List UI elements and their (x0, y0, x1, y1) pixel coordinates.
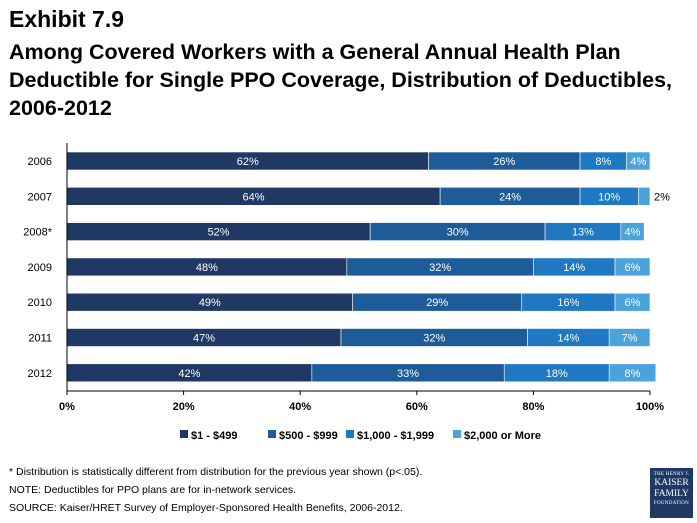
x-tick-label: 100% (636, 401, 664, 413)
kff-logo: THE HENRY J. KAISER FAMILY FOUNDATION (650, 468, 693, 518)
category-label: 2007 (28, 191, 52, 203)
data-label: 29% (426, 297, 448, 309)
data-label: 6% (625, 262, 641, 274)
data-label: 24% (499, 191, 521, 203)
data-label: 49% (199, 297, 221, 309)
data-label: 18% (546, 368, 568, 380)
category-label: 2009 (28, 262, 52, 274)
bar-segment (614, 292, 651, 312)
data-label: 10% (598, 191, 620, 203)
footnote-source: SOURCE: Kaiser/HRET Survey of Employer-S… (9, 502, 403, 514)
data-label: 48% (196, 262, 218, 274)
footnote-significance: * Distribution is statistically differen… (9, 466, 423, 478)
footnote-note: NOTE: Deductibles for PPO plans are for … (9, 484, 297, 496)
legend-swatch (180, 430, 188, 438)
bar-segment (620, 222, 645, 241)
data-label: 14% (557, 333, 579, 345)
bar-segment (626, 151, 651, 171)
legend-label: $1 - $499 (191, 430, 237, 442)
data-label: 32% (423, 333, 445, 345)
data-label: 26% (493, 156, 515, 168)
data-label: 64% (243, 191, 265, 203)
category-label: 2008* (23, 227, 52, 239)
data-label: 4% (625, 227, 641, 239)
data-label: 16% (557, 297, 579, 309)
x-tick-label: 0% (59, 401, 75, 413)
data-label: 52% (208, 227, 230, 239)
data-label: 62% (237, 156, 259, 168)
legend-label: $1,000 - $1,999 (357, 430, 434, 442)
legend-label: $2,000 or More (464, 430, 541, 442)
data-label: 4% (630, 156, 646, 168)
data-label: 30% (447, 227, 469, 239)
data-label: 47% (193, 333, 215, 345)
legend-swatch (268, 430, 276, 438)
data-label: 42% (178, 368, 200, 380)
data-label: 32% (429, 262, 451, 274)
category-label: 2006 (28, 156, 52, 168)
exhibit-number: Exhibit 7.9 (9, 6, 125, 32)
data-label: 8% (625, 368, 641, 380)
data-label: 13% (572, 227, 594, 239)
bar-segment (638, 187, 651, 206)
bar-segment (614, 257, 651, 277)
data-label: 14% (563, 262, 585, 274)
x-tick-label: 20% (173, 401, 195, 413)
legend-swatch (346, 430, 354, 438)
legend-swatch (453, 430, 461, 438)
category-label: 2012 (28, 368, 52, 380)
data-label: 2% (654, 191, 670, 203)
bar-segment (608, 363, 657, 383)
bar-segment (608, 328, 651, 347)
data-label: 7% (622, 333, 638, 345)
x-tick-label: 80% (522, 401, 544, 413)
chart-title: Among Covered Workers with a General Ann… (9, 40, 673, 120)
legend-label: $500 - $999 (279, 430, 338, 442)
data-label: 33% (397, 368, 419, 380)
category-label: 2011 (28, 333, 52, 345)
x-tick-label: 40% (289, 401, 311, 413)
data-label: 8% (595, 156, 611, 168)
stacked-bar-chart: 2006 62% 26% 8% 4% 2007 64% 24% 10% 2% 2008* 52% 30%… (23, 143, 670, 442)
data-label: 6% (625, 297, 641, 309)
category-label: 2010 (28, 297, 52, 309)
x-tick-label: 60% (406, 401, 428, 413)
